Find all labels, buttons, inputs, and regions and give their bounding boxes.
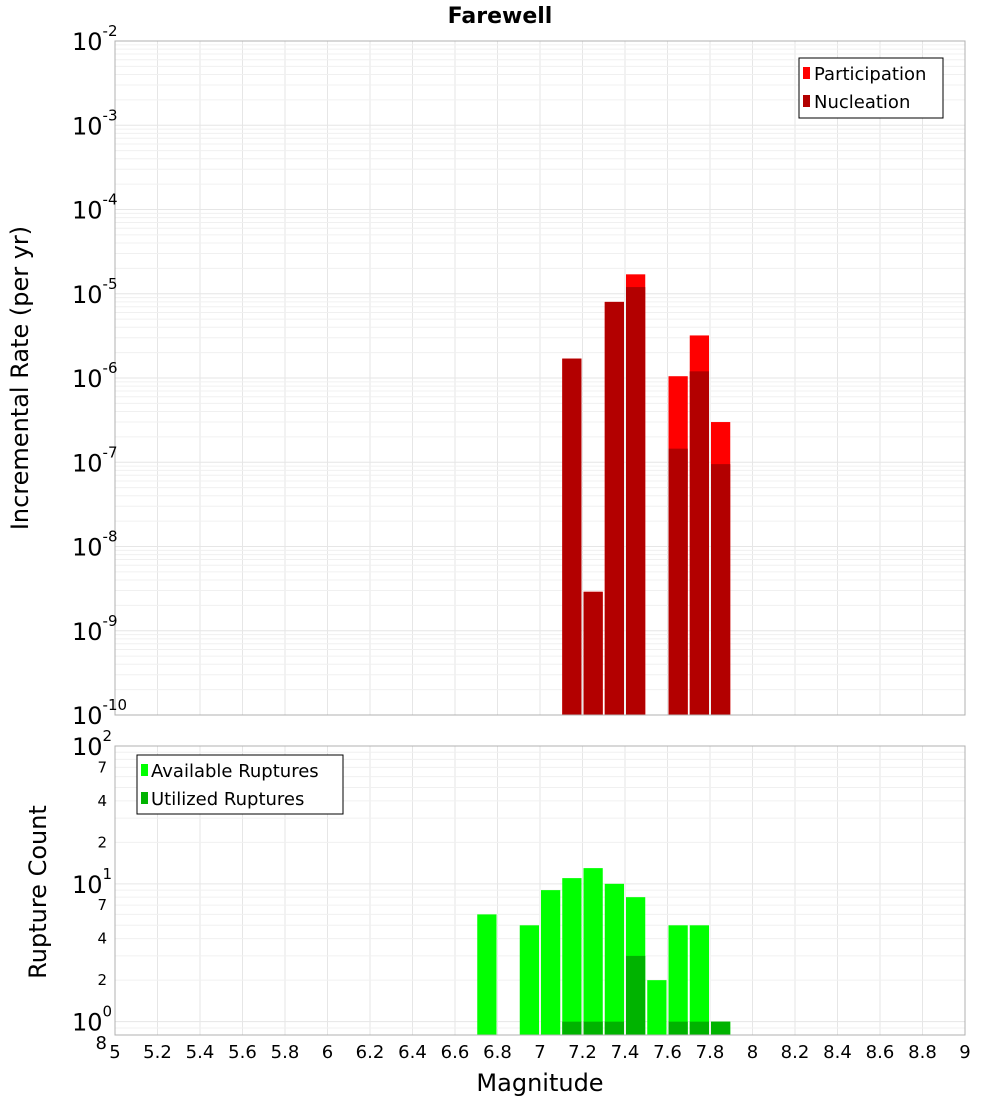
rupture-count-plot: 102 101 100 7 4 2 7 4 2 8 5 5.2 5.4 5.6 5.8 6 6.2 6.4 6.6… bbox=[24, 727, 971, 1097]
rupture-plot-y-minor-tick-label: 7 bbox=[97, 896, 107, 914]
available-ruptures-bar bbox=[541, 890, 561, 1035]
legend-swatch-available-ruptures bbox=[141, 764, 148, 776]
available-ruptures-bar bbox=[668, 925, 688, 1035]
x-axis-tick-label: 8.2 bbox=[781, 1042, 810, 1063]
available-ruptures-bar bbox=[519, 925, 539, 1035]
rate-plot-y-tick-label: 10-5 bbox=[72, 275, 118, 309]
utilized-ruptures-bar bbox=[604, 1021, 624, 1035]
rate-plot-border bbox=[114, 40, 966, 716]
nucleation-bar bbox=[583, 591, 603, 715]
legend-label-participation: Participation bbox=[814, 64, 926, 85]
x-axis-tick-label: 6.2 bbox=[356, 1042, 385, 1063]
x-axis-tick-label: 5.2 bbox=[143, 1042, 172, 1063]
rupture-plot-y-axis-label: Rupture Count bbox=[24, 805, 52, 979]
rupture-plot-border bbox=[114, 745, 966, 1036]
x-axis-tick-label: 8.4 bbox=[823, 1042, 852, 1063]
rate-plot-y-tick-label: 10-6 bbox=[72, 359, 118, 393]
utilized-ruptures-bar bbox=[562, 1021, 582, 1035]
rupture-plot-y-minor-tick-label: 4 bbox=[97, 930, 107, 948]
rupture-plot-y-minor-tick-label: 2 bbox=[97, 833, 107, 851]
legend-label-nucleation: Nucleation bbox=[814, 92, 910, 113]
utilized-ruptures-bar bbox=[583, 1021, 603, 1035]
rate-plot: 10-2 10-3 10-4 10-5 10-6 10-7 10-8 10-9 10-10 In… bbox=[6, 22, 966, 730]
x-axis-label: Magnitude bbox=[476, 1069, 603, 1097]
nucleation-bar bbox=[668, 448, 688, 715]
available-ruptures-bar bbox=[583, 868, 603, 1035]
legend-swatch-utilized-ruptures bbox=[141, 792, 148, 804]
legend-swatch-participation bbox=[803, 67, 810, 79]
x-axis-tick-label: 8.8 bbox=[908, 1042, 937, 1063]
rate-plot-y-tick-label: 10-4 bbox=[72, 191, 118, 225]
x-axis-tick-label: 7.8 bbox=[696, 1042, 725, 1063]
rupture-plot-legend-box bbox=[136, 754, 344, 815]
nucleation-bar bbox=[689, 371, 709, 715]
available-ruptures-bar bbox=[477, 914, 497, 1035]
rate-plot-legend: Participation Nucleation bbox=[798, 57, 944, 119]
nucleation-bar bbox=[711, 464, 731, 715]
legend-label-utilized-ruptures: Utilized Ruptures bbox=[151, 789, 304, 810]
rate-plot-y-ticks: 10-2 10-3 10-4 10-5 10-6 10-7 10-8 10-9 10-10 bbox=[72, 22, 127, 730]
rate-plot-y-tick-label: 10-10 bbox=[72, 696, 127, 730]
rate-plot-bars bbox=[562, 274, 731, 715]
chart-title: Farewell bbox=[448, 4, 553, 29]
rupture-plot-legend: Available Ruptures Utilized Ruptures bbox=[136, 754, 344, 815]
legend-label-available-ruptures: Available Ruptures bbox=[151, 761, 319, 782]
rate-plot-grid bbox=[114, 41, 966, 716]
rate-plot-y-tick-label: 10-8 bbox=[72, 528, 118, 562]
available-ruptures-bar bbox=[647, 980, 667, 1035]
x-axis-tick-label: 7.6 bbox=[653, 1042, 682, 1063]
x-axis-tick-label: 8 bbox=[747, 1042, 758, 1063]
x-axis-tick-label: 5.8 bbox=[271, 1042, 300, 1063]
rupture-plot-bars bbox=[477, 868, 731, 1035]
x-axis-tick-label: 6.4 bbox=[398, 1042, 427, 1063]
rupture-plot-y-minor-tick-label: 4 bbox=[97, 792, 107, 810]
x-axis-tick-label: 5 bbox=[109, 1042, 120, 1063]
rupture-plot-y-minor-tick-label: 7 bbox=[97, 758, 107, 776]
rate-plot-y-tick-label: 10-2 bbox=[72, 22, 118, 56]
x-axis-tick-label: 7 bbox=[534, 1042, 545, 1063]
x-axis-ticks: 5 5.2 5.4 5.6 5.8 6 6.2 6.4 6.6 6.8 7 7.2 7.4 7.6 7.8 8… bbox=[109, 1042, 970, 1063]
legend-swatch-nucleation bbox=[803, 95, 810, 107]
available-ruptures-bar bbox=[689, 925, 709, 1035]
x-axis-tick-label: 5.6 bbox=[228, 1042, 257, 1063]
x-axis-tick-label: 7.2 bbox=[568, 1042, 597, 1063]
available-ruptures-bar bbox=[604, 883, 624, 1035]
utilized-ruptures-bar bbox=[626, 955, 646, 1035]
nucleation-bar bbox=[626, 287, 646, 715]
rupture-plot-y-tick-label: 101 bbox=[72, 865, 112, 899]
nucleation-bar bbox=[604, 301, 624, 715]
rupture-plot-y-ticks: 102 101 100 7 4 2 7 4 2 8 bbox=[72, 727, 112, 1054]
x-axis-tick-label: 9 bbox=[959, 1042, 970, 1063]
x-axis-tick-label: 8.6 bbox=[866, 1042, 895, 1063]
rate-plot-y-tick-label: 10-7 bbox=[72, 443, 118, 477]
nucleation-bar bbox=[562, 358, 582, 715]
rate-plot-y-axis-label: Incremental Rate (per yr) bbox=[6, 226, 34, 530]
rate-plot-y-tick-label: 10-9 bbox=[72, 612, 118, 646]
x-axis-tick-label: 6.8 bbox=[483, 1042, 512, 1063]
utilized-ruptures-bar bbox=[711, 1021, 731, 1035]
x-axis-tick-label: 7.4 bbox=[611, 1042, 640, 1063]
rupture-plot-y-tick-label: 102 bbox=[72, 727, 112, 761]
rate-plot-legend-box bbox=[798, 57, 944, 119]
utilized-ruptures-bar bbox=[689, 1021, 709, 1035]
rupture-plot-y-minor-tick-label: 8 bbox=[96, 1033, 107, 1054]
rupture-plot-y-minor-tick-label: 2 bbox=[97, 971, 107, 989]
rupture-plot-y-tick-label: 100 bbox=[72, 1003, 112, 1037]
available-ruptures-bar bbox=[562, 878, 582, 1035]
x-axis-tick-label: 5.4 bbox=[186, 1042, 215, 1063]
x-axis-tick-label: 6.6 bbox=[441, 1042, 470, 1063]
utilized-ruptures-bar bbox=[668, 1021, 688, 1035]
rate-plot-y-tick-label: 10-3 bbox=[72, 106, 118, 140]
x-axis-tick-label: 6 bbox=[322, 1042, 333, 1063]
